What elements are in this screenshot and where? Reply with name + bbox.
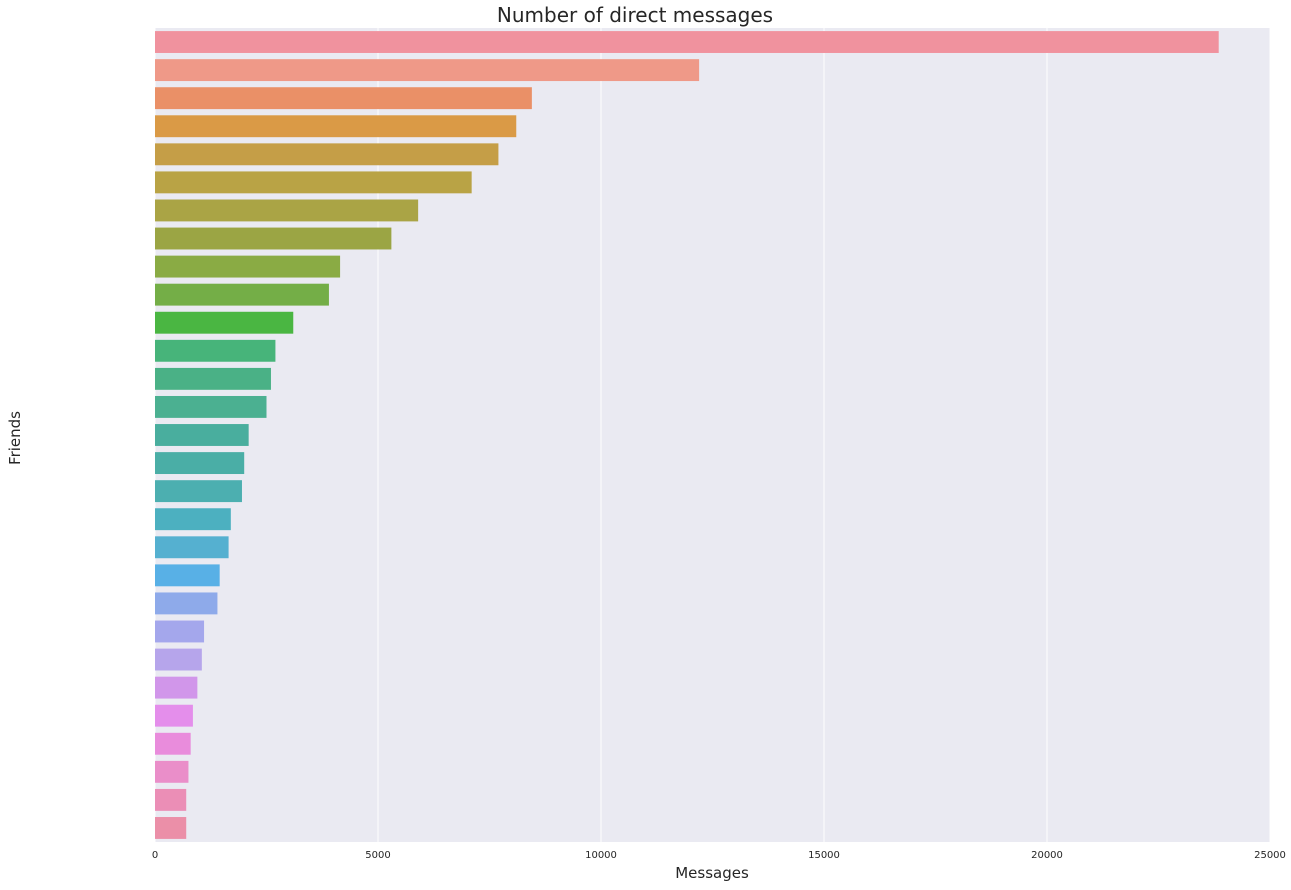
bar — [155, 227, 392, 250]
bar — [155, 31, 1219, 53]
x-tick-label: 15000 — [808, 850, 840, 861]
bar — [155, 788, 187, 811]
bar — [155, 87, 532, 110]
bar — [155, 648, 202, 671]
bar — [155, 59, 700, 82]
bar — [155, 592, 218, 615]
bar — [155, 760, 189, 783]
bar — [155, 171, 472, 194]
bar — [155, 452, 245, 475]
x-tick-label: 20000 — [1031, 850, 1063, 861]
bar — [155, 620, 205, 643]
bar — [155, 283, 329, 306]
x-tick-label: 10000 — [585, 850, 617, 861]
x-axis-label: Messages — [675, 864, 749, 882]
x-tick-label: 25000 — [1254, 850, 1286, 861]
bars — [155, 31, 1219, 839]
bar — [155, 676, 198, 699]
bar — [155, 367, 271, 390]
bar — [155, 339, 276, 362]
bar — [155, 732, 191, 755]
x-tick-label: 5000 — [365, 850, 390, 861]
bar — [155, 395, 267, 418]
bar — [155, 704, 193, 727]
bar — [155, 311, 294, 334]
x-ticks: 0 5000 10000 15000 20000 25000 — [152, 850, 1286, 861]
bar — [155, 536, 229, 559]
x-tick-label: 0 — [152, 850, 158, 861]
chart-title: Number of direct messages — [497, 3, 773, 27]
bar — [155, 817, 187, 839]
bar — [155, 115, 517, 138]
bar — [155, 255, 341, 278]
bar — [155, 143, 499, 166]
bar — [155, 508, 231, 531]
bar — [155, 480, 242, 503]
y-axis-label: Friends — [6, 411, 24, 465]
bar — [155, 424, 249, 446]
bar — [155, 199, 419, 222]
bar — [155, 564, 220, 587]
